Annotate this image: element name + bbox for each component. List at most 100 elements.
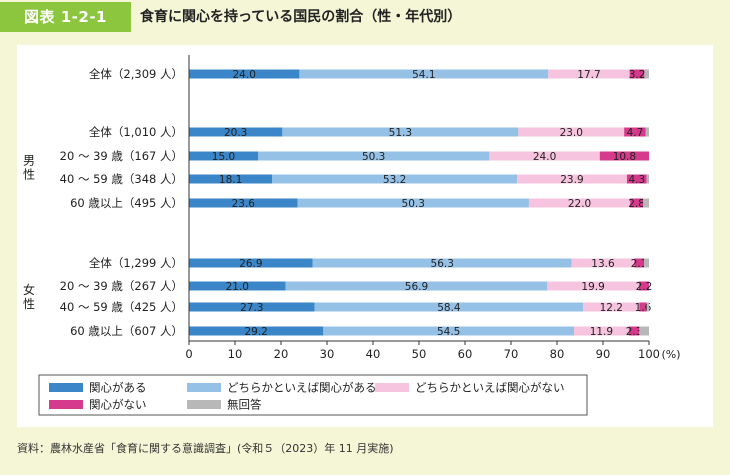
data-label: 22.0 bbox=[568, 198, 591, 210]
stacked-bar-chart: 全体（2,309 人） 全体（1,010 人） 20 ～ 39 歳（167 人） 40… bbox=[23, 55, 681, 416]
row-label: 全体（1,010 人） bbox=[89, 125, 183, 139]
row-label: 20 ～ 39 歳（267 人） bbox=[60, 279, 183, 293]
bar-segment bbox=[548, 69, 630, 79]
bar-segment bbox=[189, 302, 315, 312]
data-label: 18.1 bbox=[219, 174, 242, 186]
bar-segment bbox=[646, 302, 649, 312]
bar-segment bbox=[626, 174, 647, 184]
row-label: 60 歳以上（607 人） bbox=[70, 324, 183, 338]
data-label: 54.5 bbox=[437, 326, 460, 338]
data-label: 4.3 bbox=[628, 174, 645, 186]
source-note: 資料：農林水産省「食育に関する意識調査」(令和５（2023）年 11 月実施) bbox=[17, 442, 394, 455]
x-tick-label: 40 bbox=[366, 347, 381, 361]
data-label: 10.8 bbox=[613, 151, 636, 163]
data-label: 29.2 bbox=[244, 326, 267, 338]
data-label: 50.3 bbox=[402, 198, 425, 210]
bar-segment bbox=[189, 127, 283, 137]
bar-segment bbox=[571, 258, 635, 268]
bar-segment bbox=[638, 281, 649, 291]
bar-segment bbox=[644, 69, 649, 79]
chart-panel bbox=[17, 45, 713, 427]
legend-label: どちらかといえば関心がある bbox=[227, 381, 377, 395]
bar-segment bbox=[282, 127, 519, 137]
bar-segment bbox=[189, 326, 324, 336]
x-tick-label: 100 bbox=[638, 347, 660, 361]
bar-segment bbox=[624, 127, 646, 137]
legend-label: 関心がある bbox=[89, 381, 147, 395]
bar-segment bbox=[189, 258, 313, 268]
row-label: 全体（2,309 人） bbox=[89, 67, 183, 81]
data-label: 50.3 bbox=[362, 151, 385, 163]
legend-label: どちらかといえば関心がない bbox=[415, 381, 565, 395]
bar-segment bbox=[646, 174, 649, 184]
data-label: 51.3 bbox=[389, 127, 412, 139]
data-label: 2.2 bbox=[636, 281, 653, 293]
data-label: 53.2 bbox=[383, 174, 406, 186]
data-label: 26.9 bbox=[239, 258, 262, 270]
row-label: 20 ～ 39 歳（167 人） bbox=[60, 149, 183, 163]
data-label: 4.7 bbox=[627, 127, 644, 139]
data-label: 23.6 bbox=[232, 198, 256, 210]
bar-segment bbox=[189, 69, 300, 79]
page-title: 食育に関心を持っている国民の割合（性・年代別） bbox=[140, 9, 462, 25]
x-tick-label: 30 bbox=[320, 347, 335, 361]
x-tick-label: 90 bbox=[596, 347, 611, 361]
bar-segment bbox=[547, 281, 639, 291]
data-label: 21.0 bbox=[226, 281, 249, 293]
x-tick-label: 70 bbox=[504, 347, 519, 361]
bar-segment bbox=[639, 326, 649, 336]
legend-swatch bbox=[49, 383, 83, 392]
group-label: 性 bbox=[23, 297, 35, 311]
data-label: 2.1 bbox=[631, 258, 648, 270]
bar-segment bbox=[516, 174, 627, 184]
bar-segment bbox=[628, 326, 640, 336]
data-label: 23.0 bbox=[560, 127, 583, 139]
bar-segment bbox=[630, 198, 644, 208]
data-label: 15.0 bbox=[212, 151, 235, 163]
group-label: 性 bbox=[23, 168, 35, 182]
bar-segment bbox=[599, 151, 649, 161]
legend-swatch bbox=[49, 400, 83, 409]
bar-segment bbox=[258, 151, 490, 161]
x-tick-label: 20 bbox=[274, 347, 289, 361]
legend-swatch bbox=[187, 383, 221, 392]
data-label: 1.6 bbox=[635, 302, 652, 314]
x-tick-label: 60 bbox=[458, 347, 473, 361]
data-label: 2.3 bbox=[626, 326, 643, 338]
x-tick-label: 10 bbox=[228, 347, 243, 361]
bar-segment bbox=[299, 69, 549, 79]
bar-segment bbox=[312, 258, 572, 268]
bar-segment bbox=[574, 326, 629, 336]
group-label: 男 bbox=[23, 154, 35, 168]
bar-segment bbox=[297, 198, 529, 208]
bar-segment bbox=[272, 174, 517, 184]
bar-segment bbox=[639, 302, 647, 312]
bar-segment bbox=[189, 281, 286, 291]
x-axis-unit: (%) bbox=[661, 348, 680, 361]
row-label: 60 歳以上（495 人） bbox=[70, 196, 183, 210]
legend-label: 無回答 bbox=[227, 398, 262, 412]
data-label: 12.2 bbox=[600, 302, 623, 314]
bar-segment bbox=[189, 151, 258, 161]
data-label: 58.4 bbox=[437, 302, 461, 314]
data-label: 24.0 bbox=[533, 151, 556, 163]
group-label: 女 bbox=[23, 282, 35, 297]
bar-segment bbox=[323, 326, 575, 336]
bar-segment bbox=[643, 258, 649, 268]
data-label: 24.0 bbox=[233, 69, 256, 81]
legend-box bbox=[38, 374, 588, 416]
legend-swatch bbox=[187, 400, 221, 409]
data-label: 54.1 bbox=[412, 69, 435, 81]
data-label: 19.9 bbox=[581, 281, 604, 293]
bar-segment bbox=[189, 174, 273, 184]
data-label: 2.8 bbox=[628, 198, 645, 210]
data-label: 56.9 bbox=[405, 281, 428, 293]
legend-label: 関心がない bbox=[89, 398, 147, 412]
data-label: 3.2 bbox=[629, 69, 646, 81]
bar-segment bbox=[643, 198, 649, 208]
data-label: 23.9 bbox=[560, 174, 583, 186]
data-label: 17.7 bbox=[577, 69, 600, 81]
bar-segment bbox=[634, 258, 644, 268]
row-label: 全体（1,299 人） bbox=[89, 256, 183, 270]
data-label: 20.3 bbox=[224, 127, 247, 139]
